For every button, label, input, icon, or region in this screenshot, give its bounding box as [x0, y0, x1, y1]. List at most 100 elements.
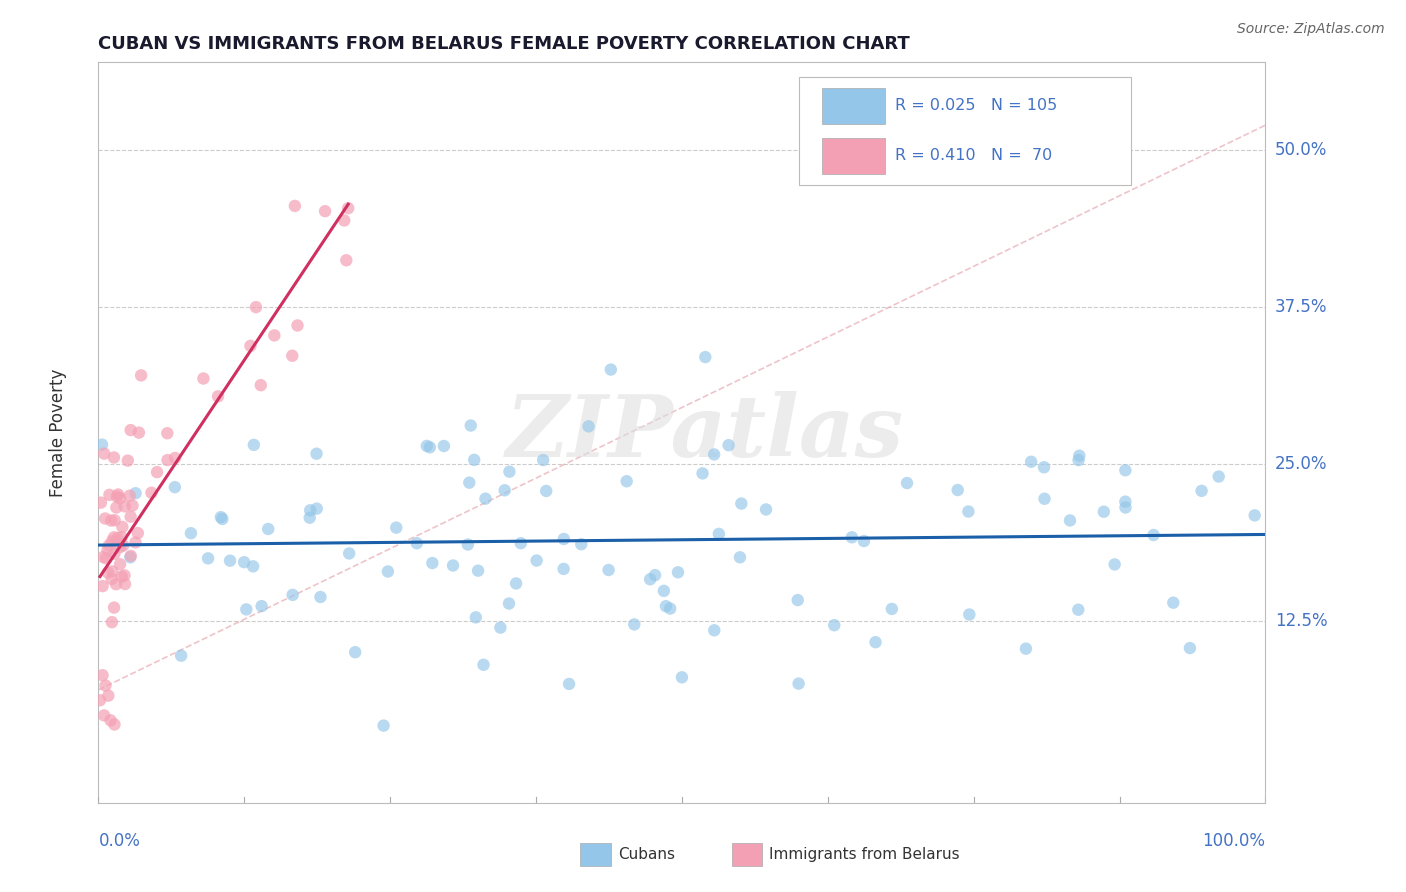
Point — [163, 480, 186, 494]
Point — [652, 583, 675, 598]
Point — [703, 624, 725, 638]
Point — [1019, 455, 1042, 469]
Point — [1142, 528, 1164, 542]
Point — [1178, 641, 1201, 656]
Point — [498, 597, 520, 611]
Point — [1243, 508, 1265, 523]
Point — [730, 497, 752, 511]
FancyBboxPatch shape — [799, 78, 1132, 185]
Point — [90, 495, 112, 509]
Point — [97, 538, 120, 552]
Point — [124, 486, 146, 500]
Point — [441, 558, 464, 573]
Point — [467, 564, 489, 578]
Point — [823, 618, 845, 632]
Point — [309, 590, 332, 604]
Point — [120, 423, 142, 437]
Point — [281, 349, 304, 363]
Point — [1208, 469, 1230, 483]
Point — [233, 555, 256, 569]
Point — [257, 522, 280, 536]
Point — [239, 339, 262, 353]
Point — [1191, 483, 1213, 498]
Point — [250, 599, 273, 614]
Point — [474, 491, 496, 506]
Point — [695, 350, 717, 364]
Point — [103, 450, 125, 465]
Text: Immigrants from Belarus: Immigrants from Belarus — [769, 847, 960, 863]
Point — [373, 718, 395, 732]
Point — [458, 475, 481, 490]
Point — [638, 572, 661, 586]
Point — [623, 617, 645, 632]
Point — [114, 577, 136, 591]
Point — [419, 440, 441, 454]
Point — [128, 425, 150, 440]
Point — [1069, 449, 1091, 463]
Point — [852, 534, 875, 549]
Point — [558, 677, 581, 691]
Text: Source: ZipAtlas.com: Source: ZipAtlas.com — [1237, 22, 1385, 37]
Point — [305, 447, 328, 461]
Point — [498, 465, 520, 479]
Point — [105, 577, 128, 591]
Point — [105, 500, 128, 515]
Point — [489, 621, 512, 635]
Point — [287, 318, 309, 333]
Point — [114, 500, 136, 514]
Point — [103, 547, 125, 561]
Point — [211, 512, 233, 526]
Point — [127, 526, 149, 541]
Point — [91, 549, 114, 564]
Point — [114, 568, 136, 582]
Point — [98, 488, 121, 502]
Point — [103, 600, 125, 615]
Point — [598, 563, 620, 577]
Point — [957, 607, 980, 622]
Text: Female Poverty: Female Poverty — [49, 368, 66, 497]
Point — [120, 509, 142, 524]
Point — [1033, 491, 1056, 506]
Point — [666, 566, 689, 580]
Point — [97, 566, 120, 580]
Point — [1114, 500, 1136, 515]
Point — [117, 453, 139, 467]
Point — [659, 601, 682, 615]
FancyBboxPatch shape — [823, 138, 884, 174]
Point — [405, 536, 427, 550]
Text: R = 0.410   N =  70: R = 0.410 N = 70 — [896, 148, 1053, 163]
Point — [146, 465, 169, 479]
Point — [120, 550, 142, 565]
Point — [100, 572, 122, 586]
Point — [105, 531, 128, 545]
Point — [91, 579, 114, 593]
Point — [786, 593, 808, 607]
Point — [89, 693, 111, 707]
Point — [472, 657, 495, 672]
Point — [644, 568, 666, 582]
Point — [717, 438, 740, 452]
Point — [197, 551, 219, 566]
Point — [129, 368, 152, 383]
Point — [534, 483, 557, 498]
Point — [193, 371, 215, 385]
Point — [553, 532, 575, 546]
Text: ZIPatlas: ZIPatlas — [506, 391, 904, 475]
Point — [460, 418, 482, 433]
Point — [1067, 453, 1090, 467]
Point — [569, 537, 592, 551]
Point — [93, 447, 115, 461]
Point — [299, 503, 322, 517]
FancyBboxPatch shape — [581, 843, 610, 866]
Point — [97, 689, 120, 703]
Point — [865, 635, 887, 649]
Point — [1059, 513, 1081, 527]
Point — [526, 553, 548, 567]
Point — [103, 717, 125, 731]
Point — [337, 546, 360, 560]
Point — [284, 199, 307, 213]
Point — [416, 439, 439, 453]
Point — [599, 362, 621, 376]
Point — [91, 668, 114, 682]
Point — [420, 556, 443, 570]
